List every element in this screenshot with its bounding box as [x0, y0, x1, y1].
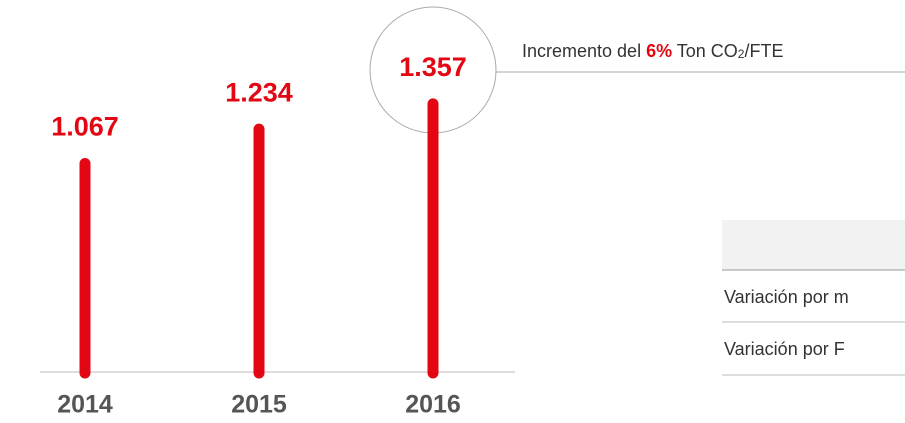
value-label: 1.067 — [51, 112, 119, 142]
table-cell: Variación por F — [724, 339, 845, 359]
annotation-subscript: 2 — [738, 47, 745, 61]
annotation: Incremento del 6% Ton CO2/FTE — [522, 41, 783, 61]
annotation-highlight: 6% — [646, 41, 672, 61]
value-label: 1.357 — [399, 52, 467, 82]
table-header — [722, 220, 905, 270]
value-label: 1.234 — [225, 77, 293, 107]
x-tick-label: 2014 — [57, 391, 113, 419]
annotation-text: Ton CO — [672, 41, 738, 61]
annotation-text: /FTE — [744, 41, 783, 61]
x-tick-label: 2016 — [405, 391, 461, 419]
table-cell: Variación por m — [724, 287, 849, 307]
x-tick-label: 2015 — [231, 391, 287, 419]
annotation-text: Incremento del — [522, 41, 646, 61]
